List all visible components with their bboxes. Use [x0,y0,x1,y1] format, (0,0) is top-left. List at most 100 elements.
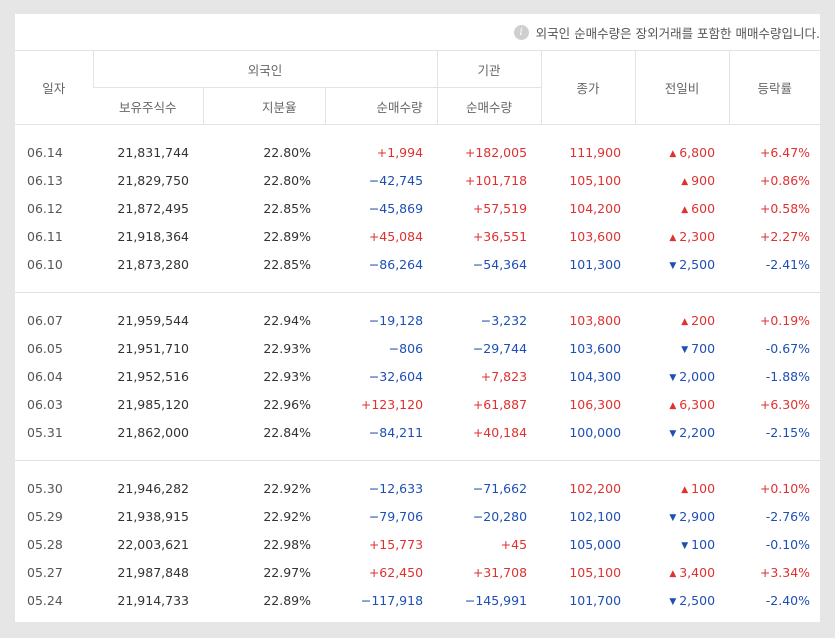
close-price-cell: 105,000 [569,536,622,552]
foreign-net-cell: −86,264 [368,256,424,272]
share-ratio-cell: 22.92% [263,480,311,496]
col-header-foreign-net: 순매수량 [324,87,438,125]
group-spacer [15,293,820,306]
foreign-net-cell: −79,706 [368,508,424,524]
date-cell: 05.28 [27,536,63,552]
rate-cell: -2.40% [765,592,811,608]
triangle-down-icon: ▼ [681,540,689,551]
foreign-net-cell: −19,128 [368,312,424,328]
share-ratio-cell: 22.94% [263,312,311,328]
close-price-cell: 103,600 [569,228,622,244]
holdings-cell: 21,914,733 [117,592,189,608]
col-header-rate: 등락률 [728,50,820,125]
close-price-cell: 104,200 [569,200,622,216]
close-price-cell: 105,100 [569,564,622,580]
triangle-down-icon: ▼ [669,428,677,439]
foreign-net-cell: −84,211 [368,424,424,440]
table-row: 06.13 21,829,750 22.80% −42,745 +101,718 105,… [15,166,820,194]
rate-cell: +0.86% [759,172,811,188]
inst-net-cell: −3,232 [480,312,528,328]
date-cell: 06.07 [27,312,63,328]
table-row: 06.04 21,952,516 22.93% −32,604 +7,823 104,30… [15,362,820,390]
share-ratio-cell: 22.93% [263,340,311,356]
close-price-cell: 102,100 [569,508,622,524]
foreign-net-cell: +123,120 [360,396,424,412]
holdings-cell: 21,831,744 [117,144,189,160]
date-cell: 06.05 [27,340,63,356]
share-ratio-cell: 22.97% [263,564,311,580]
change-cell: ▲ 6,300 [635,390,729,418]
inst-net-cell: +45 [500,536,528,552]
close-price-cell: 100,000 [569,424,622,440]
table-row: 06.03 21,985,120 22.96% +123,120 +61,887 106,… [15,390,820,418]
foreign-net-cell: +62,450 [368,564,424,580]
triangle-down-icon: ▼ [669,596,677,607]
change-value: 3,400 [679,564,716,580]
holdings-cell: 21,951,710 [117,340,189,356]
inst-net-cell: +101,718 [464,172,528,188]
change-cell: ▲ 200 [635,306,729,334]
share-ratio-cell: 22.96% [263,396,311,412]
inst-net-cell: −71,662 [472,480,528,496]
holdings-cell: 21,873,280 [117,256,189,272]
holdings-cell: 21,918,364 [117,228,189,244]
change-cell: ▼ 700 [635,334,729,362]
rate-cell: -0.67% [765,340,811,356]
group-divider [15,460,820,461]
date-cell: 06.10 [27,256,63,272]
group-spacer [15,614,820,622]
close-price-cell: 102,200 [569,480,622,496]
change-value: 6,300 [679,396,716,412]
holdings-cell: 21,985,120 [117,396,189,412]
rate-cell: +3.34% [759,564,811,580]
table-row: 05.24 21,914,733 22.89% −117,918 −145,991 101… [15,586,820,614]
share-ratio-cell: 22.92% [263,508,311,524]
triangle-up-icon: ▲ [681,484,689,495]
holdings-cell: 21,872,495 [117,200,189,216]
close-price-cell: 103,600 [569,340,622,356]
table-row: 05.29 21,938,915 22.92% −79,706 −20,280 102,1… [15,502,820,530]
change-value: 2,000 [679,368,716,384]
foreign-net-cell: −32,604 [368,368,424,384]
group-divider [15,292,820,293]
foreign-net-cell: −42,745 [368,172,424,188]
change-value: 2,500 [679,256,716,272]
date-cell: 06.14 [27,144,63,160]
share-ratio-cell: 22.80% [263,144,311,160]
close-price-cell: 111,900 [569,144,622,160]
triangle-up-icon: ▲ [681,204,689,215]
table-row: 05.27 21,987,848 22.97% +62,450 +31,708 105,1… [15,558,820,586]
inst-net-cell: +40,184 [472,424,528,440]
date-cell: 05.24 [27,592,63,608]
col-header-inst-net: 순매수량 [436,87,542,125]
table-row: 06.05 21,951,710 22.93% −806 −29,744 103,600 ▼… [15,334,820,362]
triangle-up-icon: ▲ [669,400,677,411]
change-value: 2,900 [679,508,716,524]
rate-cell: -2.41% [765,256,811,272]
table-row: 05.30 21,946,282 22.92% −12,633 −71,662 102,2… [15,474,820,502]
change-value: 900 [691,172,716,188]
investor-trading-panel: i 외국인 순매수량은 장외거래를 포함한 매매수량입니다. 일자 외국인 기관… [15,14,820,622]
change-cell: ▼ 2,200 [635,418,729,446]
triangle-up-icon: ▲ [681,176,689,187]
foreign-net-cell: +15,773 [368,536,424,552]
table-row: 05.28 22,003,621 22.98% +15,773 +45 105,000 ▼ 1… [15,530,820,558]
rate-cell: -1.88% [765,368,811,384]
share-ratio-cell: 22.89% [263,592,311,608]
table-row: 06.11 21,918,364 22.89% +45,084 +36,551 103,6… [15,222,820,250]
holdings-cell: 22,003,621 [117,536,189,552]
change-value: 700 [691,340,716,356]
holdings-cell: 21,938,915 [117,508,189,524]
share-ratio-cell: 22.98% [263,536,311,552]
change-value: 100 [691,536,716,552]
change-cell: ▲ 900 [635,166,729,194]
date-cell: 06.12 [27,200,63,216]
foreign-net-cell: −806 [388,340,424,356]
info-icon[interactable]: i [513,24,529,40]
date-cell: 05.27 [27,564,63,580]
close-price-cell: 101,300 [569,256,622,272]
change-cell: ▲ 2,300 [635,222,729,250]
foreign-net-cell: −117,918 [360,592,424,608]
table-row: 05.31 21,862,000 22.84% −84,211 +40,184 100,0… [15,418,820,446]
share-ratio-cell: 22.89% [263,228,311,244]
